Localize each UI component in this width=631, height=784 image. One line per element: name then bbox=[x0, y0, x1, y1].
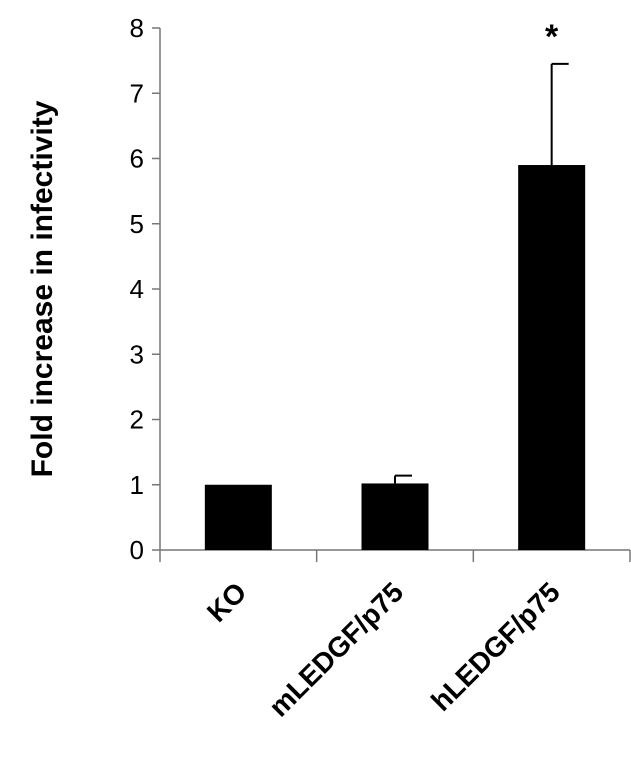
y-tick-label: 6 bbox=[130, 144, 144, 174]
bar bbox=[518, 165, 586, 550]
bars bbox=[204, 165, 586, 550]
y-axis-title: Fold increase in infectivity bbox=[26, 100, 59, 477]
category-labels: KO mLEDGF/p75 hLEDGF/p75 bbox=[201, 576, 566, 722]
x-ticks bbox=[159, 550, 631, 562]
category-label: KO bbox=[201, 576, 253, 628]
y-tick-label: 5 bbox=[130, 209, 144, 239]
category-label: mLEDGF/p75 bbox=[263, 576, 409, 722]
significance-asterisk: * bbox=[545, 18, 559, 56]
error-bars bbox=[394, 62, 569, 484]
y-ticks: 0 1 2 3 4 5 6 7 8 bbox=[130, 13, 160, 565]
y-tick-label: 4 bbox=[130, 274, 144, 304]
y-tick-label: 2 bbox=[130, 405, 144, 435]
y-tick-label: 7 bbox=[130, 78, 144, 108]
y-tick-label: 1 bbox=[130, 470, 144, 500]
y-tick-label: 8 bbox=[130, 13, 144, 43]
y-tick-label: 0 bbox=[130, 535, 144, 565]
y-tick-label: 3 bbox=[130, 339, 144, 369]
annotations: * bbox=[545, 18, 559, 56]
category-label: hLEDGF/p75 bbox=[425, 576, 566, 717]
bar bbox=[204, 484, 272, 550]
bar bbox=[361, 483, 429, 550]
